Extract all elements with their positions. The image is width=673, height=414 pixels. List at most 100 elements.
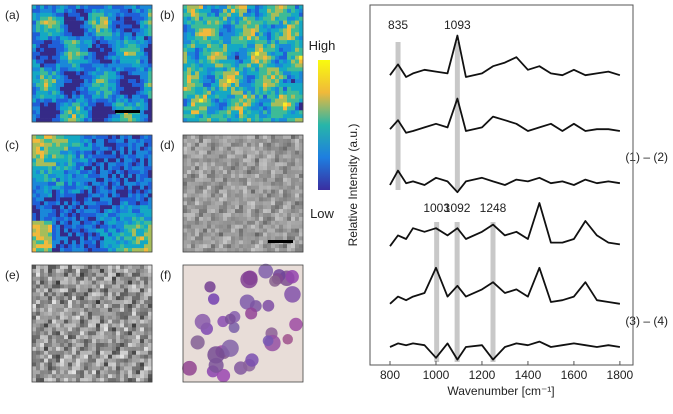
heatmap-pixel <box>120 95 124 99</box>
image-pixel <box>239 209 243 213</box>
image-pixel <box>44 300 48 304</box>
image-pixel <box>96 269 100 273</box>
image-pixel <box>199 147 203 151</box>
heatmap-pixel <box>108 217 112 221</box>
heatmap-pixel <box>84 201 88 205</box>
heatmap-pixel <box>247 64 251 68</box>
heatmap-pixel <box>279 71 283 75</box>
image-pixel <box>124 351 128 355</box>
heatmap-pixel <box>36 79 40 83</box>
heatmap-pixel <box>291 83 295 87</box>
heatmap-pixel <box>136 174 140 178</box>
heatmap-pixel <box>64 166 68 170</box>
heatmap-pixel <box>211 71 215 75</box>
heatmap-pixel <box>100 83 104 87</box>
heatmap-pixel <box>56 99 60 103</box>
heatmap-pixel <box>60 60 64 64</box>
heatmap-pixel <box>275 79 279 83</box>
image-pixel <box>76 366 80 370</box>
heatmap-pixel <box>120 25 124 29</box>
heatmap-pixel <box>84 9 88 13</box>
heatmap-pixel <box>275 28 279 32</box>
heatmap-pixel <box>112 162 116 166</box>
image-pixel <box>243 143 247 147</box>
image-pixel <box>100 304 104 308</box>
image-pixel <box>68 366 72 370</box>
heatmap-pixel <box>140 99 144 103</box>
heatmap-pixel <box>40 75 44 79</box>
colorbar-low: Low <box>310 206 334 221</box>
image-pixel <box>144 355 148 359</box>
heatmap-pixel <box>64 40 68 44</box>
heatmap-pixel <box>191 83 195 87</box>
image-pixel <box>223 213 227 217</box>
heatmap-pixel <box>128 139 132 143</box>
image-pixel <box>68 363 72 367</box>
heatmap-pixel <box>235 32 239 36</box>
heatmap-pixel <box>104 40 108 44</box>
heatmap-pixel <box>48 99 52 103</box>
heatmap-pixel <box>32 186 36 190</box>
heatmap-pixel <box>68 147 72 151</box>
heatmap-pixel <box>112 190 116 194</box>
image-pixel <box>84 300 88 304</box>
image-pixel <box>108 363 112 367</box>
heatmap-pixel <box>84 60 88 64</box>
image-pixel <box>140 331 144 335</box>
heatmap-pixel <box>116 240 120 244</box>
image-pixel <box>48 288 52 292</box>
heatmap-pixel <box>80 236 84 240</box>
image-pixel <box>183 244 187 248</box>
heatmap-pixel <box>128 71 132 75</box>
heatmap-pixel <box>96 95 100 99</box>
heatmap-pixel <box>183 48 187 52</box>
heatmap-pixel <box>291 91 295 95</box>
image-pixel <box>140 269 144 273</box>
heatmap-pixel <box>116 83 120 87</box>
image-pixel <box>100 324 104 328</box>
heatmap-pixel <box>48 135 52 139</box>
image-pixel <box>124 277 128 281</box>
heatmap-pixel <box>251 9 255 13</box>
heatmap-pixel <box>191 106 195 110</box>
heatmap-pixel <box>60 64 64 68</box>
heatmap-pixel <box>60 197 64 201</box>
heatmap-pixel <box>84 217 88 221</box>
image-pixel <box>52 312 56 316</box>
heatmap-pixel <box>144 236 148 240</box>
heatmap-pixel <box>80 213 84 217</box>
heatmap-pixel <box>44 233 48 237</box>
image-pixel <box>243 139 247 143</box>
heatmap-pixel <box>112 240 116 244</box>
image-pixel <box>295 240 299 244</box>
image-pixel <box>195 135 199 139</box>
image-pixel <box>187 244 191 248</box>
image-pixel <box>295 221 299 225</box>
image-pixel <box>68 296 72 300</box>
image-pixel <box>124 343 128 347</box>
image-pixel <box>227 170 231 174</box>
heatmap-pixel <box>295 114 299 118</box>
heatmap-pixel <box>195 36 199 40</box>
image-pixel <box>112 265 116 269</box>
heatmap-pixel <box>255 52 259 56</box>
heatmap-pixel <box>72 221 76 225</box>
heatmap-pixel <box>195 71 199 75</box>
heatmap-pixel <box>144 5 148 9</box>
scale-bar <box>115 110 140 113</box>
image-pixel <box>36 273 40 277</box>
heatmap-pixel <box>64 71 68 75</box>
heatmap-pixel <box>56 182 60 186</box>
heatmap-pixel <box>116 25 120 29</box>
heatmap-pixel <box>108 17 112 21</box>
heatmap-pixel <box>259 44 263 48</box>
heatmap-pixel <box>199 75 203 79</box>
heatmap-pixel <box>215 25 219 29</box>
heatmap-pixel <box>96 233 100 237</box>
image-pixel <box>295 229 299 233</box>
heatmap-pixel <box>136 143 140 147</box>
heatmap-pixel <box>44 197 48 201</box>
heatmap-pixel <box>247 71 251 75</box>
heatmap-pixel <box>183 52 187 56</box>
heatmap-pixel <box>136 28 140 32</box>
